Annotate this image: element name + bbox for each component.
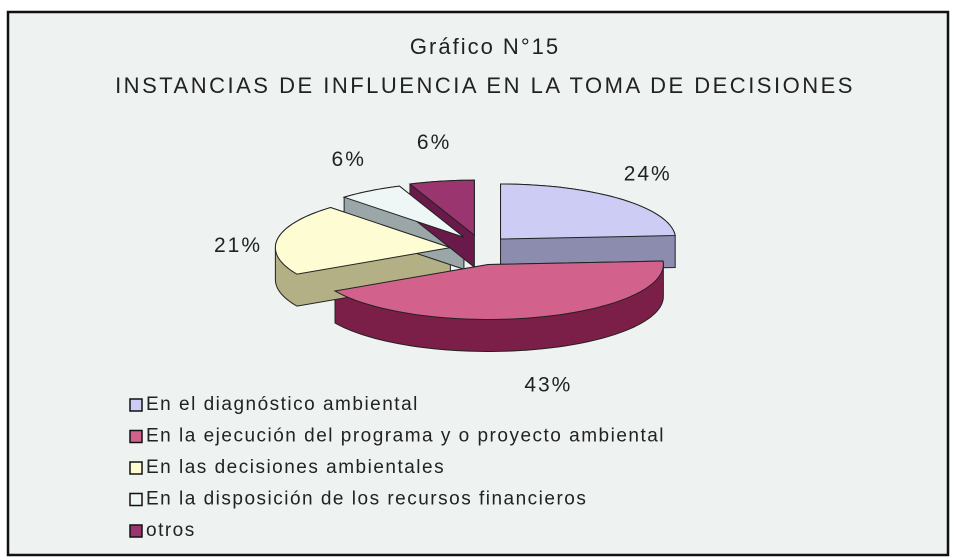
legend-label: En la ejecución del programa y o proyect… [146, 426, 665, 447]
chart-subtitle: INSTANCIAS DE INFLUENCIA EN LA TOMA DE D… [115, 73, 855, 98]
slice [342, 185, 465, 238]
legend-swatch [129, 429, 143, 444]
chart-title: Gráfico N°15 [410, 34, 560, 59]
data-label: 24% [624, 162, 672, 185]
legend-label: En las decisiones ambientales [146, 457, 445, 478]
legend-swatch [129, 524, 143, 538]
legend-swatch [129, 492, 143, 507]
slice [408, 179, 475, 237]
data-label: 6% [417, 131, 451, 154]
legend-swatch [129, 398, 143, 412]
legend-label: En la disposición de los recursos financ… [146, 489, 587, 510]
data-label: 6% [332, 148, 366, 171]
legend-label: otros [146, 520, 196, 541]
slice [500, 183, 676, 240]
slice [274, 207, 451, 275]
data-label: 43% [524, 374, 572, 397]
legend-swatch [129, 461, 143, 475]
data-label: 21% [214, 234, 262, 257]
legend-label: En el diagnóstico ambiental [146, 394, 419, 415]
slice [333, 260, 664, 320]
